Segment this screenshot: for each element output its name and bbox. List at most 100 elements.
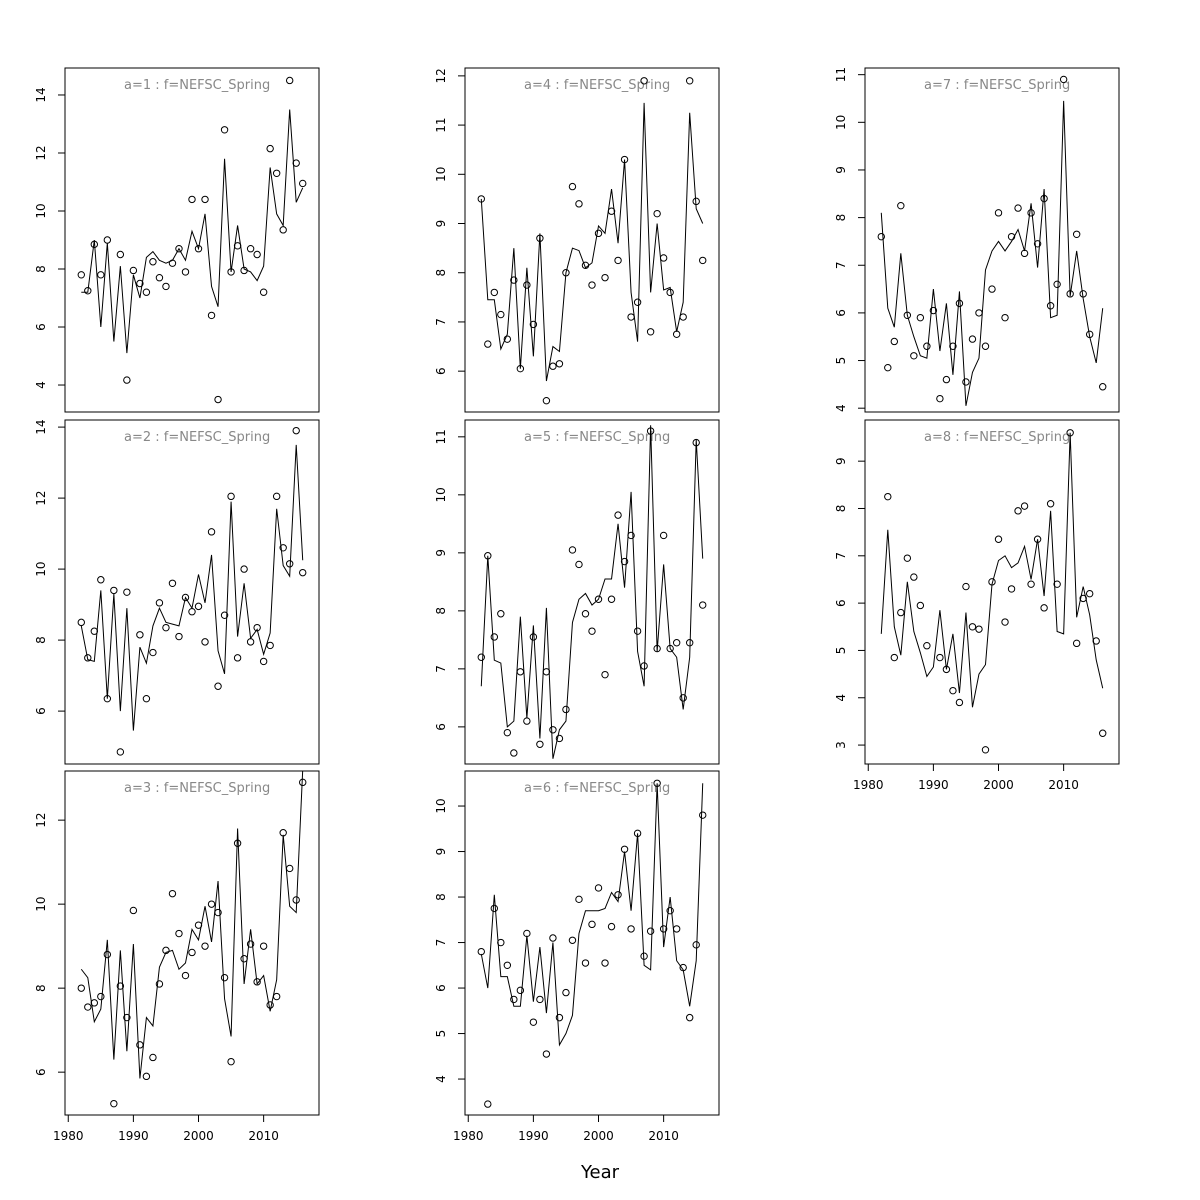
data-point: [227, 1057, 235, 1066]
data-point: [279, 544, 287, 552]
data-point: [84, 287, 92, 295]
data-point: [168, 579, 177, 588]
y-tick-label: 9: [434, 848, 448, 856]
data-point: [207, 528, 216, 536]
data-point: [1007, 232, 1016, 241]
data-point: [646, 927, 655, 935]
data-point: [1001, 313, 1009, 322]
data-point: [529, 320, 538, 329]
data-area: [877, 75, 1107, 406]
y-tick-label: 10: [434, 798, 448, 813]
data-line: [81, 109, 304, 354]
plot-frame: [64, 67, 320, 413]
data-point: [699, 601, 707, 609]
panel-title: a=6 : f=NEFSC_Spring: [524, 781, 670, 796]
data-point: [672, 925, 681, 933]
data-point: [149, 1053, 157, 1062]
data-point: [877, 232, 885, 241]
data-area: [77, 76, 307, 404]
data-point: [490, 904, 499, 913]
data-point: [923, 342, 931, 350]
data-point: [253, 250, 261, 259]
x-tick-label: 2010: [648, 1129, 679, 1143]
y-tick-label: 12: [34, 490, 48, 505]
y-tick-label: 8: [434, 607, 448, 615]
data-point: [497, 310, 505, 319]
panel: a=2 : f=NEFSC_Spring 6 8 10 12 14: [34, 419, 320, 765]
panel: a=3 : f=NEFSC_Spring 6 8 10 12 1980 1990 2000 20…: [34, 770, 320, 1143]
data-point: [103, 236, 112, 244]
y-tick-label: 4: [834, 694, 848, 702]
data-point: [968, 335, 977, 343]
data-point: [588, 281, 596, 289]
data-point: [285, 76, 294, 85]
data-point: [214, 395, 222, 404]
data-point: [129, 906, 138, 915]
data-point: [653, 209, 661, 218]
y-tick-label: 10: [34, 203, 48, 218]
data-point: [975, 625, 983, 633]
y-tick-label: 9: [834, 166, 848, 174]
y-tick-label: 12: [434, 68, 448, 83]
data-point: [916, 313, 925, 322]
data-area: [77, 426, 307, 756]
data-point: [1046, 500, 1055, 508]
data-point: [659, 925, 668, 933]
data-point: [484, 340, 492, 348]
data-point: [568, 182, 577, 191]
data-point: [110, 1099, 118, 1108]
data-point: [233, 654, 242, 662]
data-area: [477, 77, 707, 405]
data-point: [1014, 204, 1022, 212]
y-tick-label: 5: [834, 647, 848, 655]
data-point: [155, 980, 164, 988]
data-point: [181, 593, 190, 602]
data-point: [529, 1018, 538, 1026]
data-point: [1001, 618, 1009, 626]
data-point: [1053, 580, 1061, 588]
data-point: [142, 694, 151, 703]
data-point: [516, 986, 525, 995]
panel-title: a=2 : f=NEFSC_Spring: [124, 430, 270, 445]
data-point: [549, 362, 557, 370]
y-tick-label: 14: [34, 87, 48, 102]
data-point: [299, 568, 307, 577]
data-point: [614, 891, 622, 899]
panel-title: a=7 : f=NEFSC_Spring: [924, 78, 1070, 93]
data-point: [194, 245, 203, 253]
data-point: [685, 77, 694, 85]
data-point: [477, 947, 485, 956]
y-tick-label: 8: [434, 269, 448, 277]
data-line: [80, 444, 304, 731]
data-point: [1072, 639, 1081, 648]
data-point: [936, 653, 944, 662]
data-point: [562, 988, 570, 997]
x-tick-label: 2000: [983, 778, 1014, 792]
data-point: [510, 749, 518, 757]
data-point: [175, 245, 183, 253]
data-point: [646, 328, 655, 336]
plot-frame: [64, 419, 320, 765]
data-point: [136, 631, 144, 639]
data-point: [116, 748, 125, 756]
data-point: [227, 492, 235, 501]
data-point: [97, 271, 105, 279]
y-tick-label: 6: [434, 984, 448, 992]
y-tick-label: 7: [834, 552, 848, 560]
data-point: [1040, 604, 1048, 612]
data-line: [880, 100, 1104, 406]
data-point: [1020, 249, 1029, 258]
data-line: [480, 783, 704, 1047]
data-point: [975, 309, 983, 317]
data-point: [129, 266, 138, 275]
data-point: [542, 1050, 551, 1058]
x-tick-label: 2010: [1048, 778, 1079, 792]
data-point: [1099, 383, 1107, 391]
data-point: [568, 546, 577, 554]
data-point: [627, 925, 635, 933]
data-point: [246, 245, 255, 253]
data-point: [77, 271, 85, 279]
panel-title: a=1 : f=NEFSC_Spring: [124, 78, 270, 93]
data-point: [981, 746, 990, 754]
data-point: [484, 1100, 492, 1108]
